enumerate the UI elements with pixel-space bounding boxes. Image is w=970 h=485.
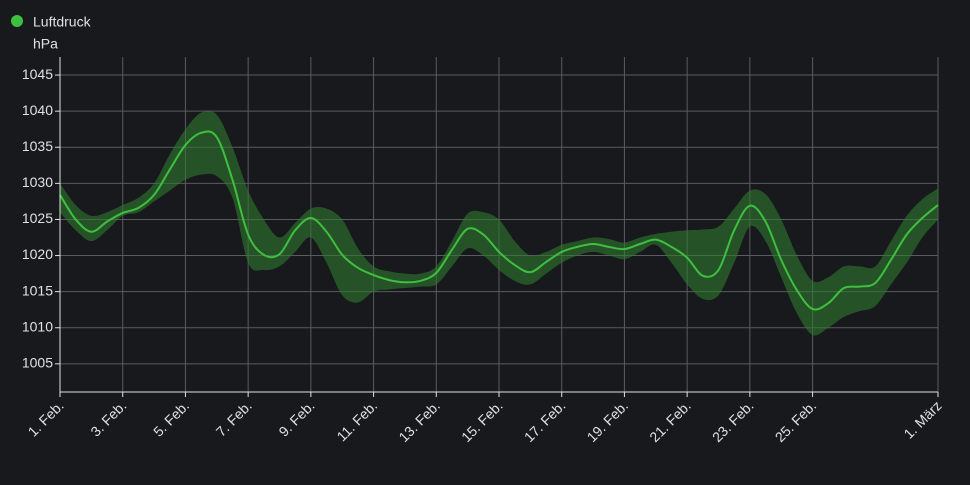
x-tick-label: 17. Feb.: [521, 397, 569, 445]
range-band: [60, 110, 938, 336]
x-tick-label: 5. Feb.: [150, 397, 192, 439]
x-tick-label: 13. Feb.: [395, 397, 443, 445]
y-tick-label: 1015: [22, 282, 53, 298]
y-tick-label: 1045: [22, 66, 53, 82]
legend-swatch: [11, 15, 23, 27]
y-axis-label: hPa: [33, 36, 58, 52]
x-tick-label: 15. Feb.: [458, 397, 506, 445]
x-tick-label: 7. Feb.: [213, 397, 255, 439]
x-tick-label: 23. Feb.: [709, 397, 757, 445]
x-tick-label: 9. Feb.: [275, 397, 317, 439]
y-tick-label: 1035: [22, 138, 53, 154]
x-tick-label: 19. Feb.: [584, 397, 632, 445]
x-tick-label: 11. Feb.: [333, 397, 380, 444]
y-tick-label: 1010: [22, 318, 53, 334]
legend-label[interactable]: Luftdruck: [33, 14, 92, 30]
y-tick-label: 1040: [22, 102, 53, 118]
x-tick-label: 1. März: [900, 397, 944, 441]
x-tick-label: 21. Feb.: [646, 397, 694, 445]
x-tick-label: 3. Feb.: [87, 397, 129, 439]
y-tick-label: 1005: [22, 355, 53, 371]
line: [59, 130, 939, 311]
y-tick-label: 1025: [22, 210, 53, 226]
y-tick-label: 1030: [22, 174, 53, 190]
x-tick-label: 1. Feb.: [25, 397, 67, 439]
y-tick-label: 1020: [22, 246, 53, 262]
x-tick-label: 25. Feb.: [772, 397, 820, 445]
